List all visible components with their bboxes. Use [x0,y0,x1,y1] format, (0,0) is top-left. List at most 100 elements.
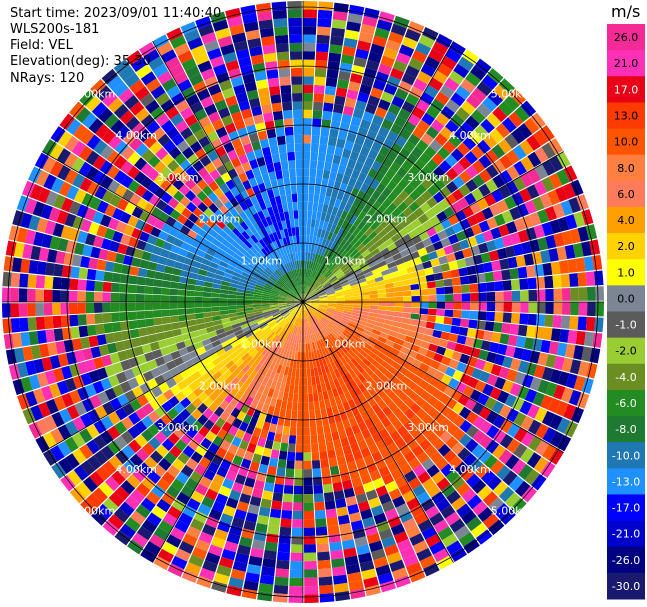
velocity-cell [492,444,506,460]
velocity-cell [329,242,337,252]
velocity-cell [307,308,313,316]
velocity-cell [504,95,520,111]
velocity-cell [369,308,378,314]
velocity-cell [303,34,316,44]
velocity-cell [435,248,446,258]
velocity-cell [296,418,303,428]
velocity-cell [486,311,496,322]
velocity-cell [537,352,549,366]
velocity-cell [482,383,494,397]
velocity-cell [251,539,266,550]
velocity-cell [303,218,308,227]
velocity-cell [482,96,498,113]
colorbar-tick-label: 8.0 [617,162,635,175]
velocity-cell [210,424,222,436]
velocity-cell [347,177,357,188]
velocity-cell [120,480,136,495]
velocity-cell [548,172,563,189]
velocity-cell [316,543,330,553]
velocity-cell [334,328,342,336]
velocity-cell [385,480,398,493]
velocity-cell [253,372,262,382]
velocity-cell [318,330,324,340]
velocity-cell [424,84,439,99]
velocity-cell [358,317,368,323]
velocity-cell [357,552,373,564]
velocity-cell [329,223,337,234]
velocity-cell [537,209,550,224]
velocity-cell [342,241,351,250]
velocity-cell [273,335,281,345]
velocity-cell [387,352,398,361]
velocity-cell [267,388,275,398]
velocity-cell [382,138,395,150]
velocity-cell [485,281,495,292]
velocity-cell [391,567,408,580]
velocity-cell [313,193,320,203]
velocity-cell [391,173,403,185]
velocity-cell [342,105,355,117]
velocity-cell [512,243,524,256]
velocity-cell [232,560,248,572]
velocity-cell [567,258,578,273]
velocity-cell [402,312,412,319]
velocity-cell [561,230,573,246]
velocity-cell [415,408,428,420]
velocity-cell [519,139,534,156]
velocity-cell [285,468,295,478]
velocity-cell [185,403,197,415]
velocity-cell [371,403,382,414]
velocity-cell [303,502,314,512]
velocity-cell [185,477,199,491]
velocity-cell [419,288,429,296]
velocity-cell [351,312,361,317]
velocity-cell [338,70,351,81]
velocity-cell [578,302,588,316]
velocity-cell [308,401,315,411]
velocity-cell [413,207,425,218]
velocity-cell [108,514,125,530]
velocity-cell [191,397,203,409]
velocity-cell [282,321,289,330]
velocity-cell [312,202,319,212]
velocity-cell [454,128,468,142]
velocity-cell [419,362,430,373]
velocity-cell [311,210,318,220]
velocity-cell [236,544,251,556]
velocity-cell [585,271,596,286]
velocity-cell [375,317,385,324]
velocity-cell [347,12,363,24]
velocity-cell [469,458,484,473]
velocity-cell [313,101,324,111]
velocity-cell [465,411,479,425]
velocity-cell [335,421,345,432]
velocity-cell [486,291,496,302]
velocity-cell [402,206,414,218]
velocity-cell [385,310,395,317]
velocity-cell [312,324,317,334]
velocity-cell [333,284,342,290]
velocity-cell [346,158,357,170]
velocity-cell [119,523,136,539]
velocity-cell [325,310,335,316]
velocity-cell [352,344,362,353]
velocity-cell [553,355,565,371]
velocity-cell [501,210,514,224]
velocity-cell [420,390,432,402]
velocity-cell [337,403,345,414]
velocity-cell [430,119,445,133]
velocity-cell [218,556,234,569]
velocity-cell [350,237,359,246]
velocity-cell [147,423,161,437]
velocity-cell [226,532,241,545]
velocity-cell [341,374,349,384]
velocity-cell [378,465,391,478]
velocity-cell [259,356,267,366]
velocity-cell [550,261,561,275]
velocity-cell [305,318,309,327]
velocity-cell [416,139,429,153]
velocity-cell [149,534,166,549]
velocity-cell [365,186,376,197]
velocity-cell [362,111,375,123]
velocity-cell [290,552,303,562]
